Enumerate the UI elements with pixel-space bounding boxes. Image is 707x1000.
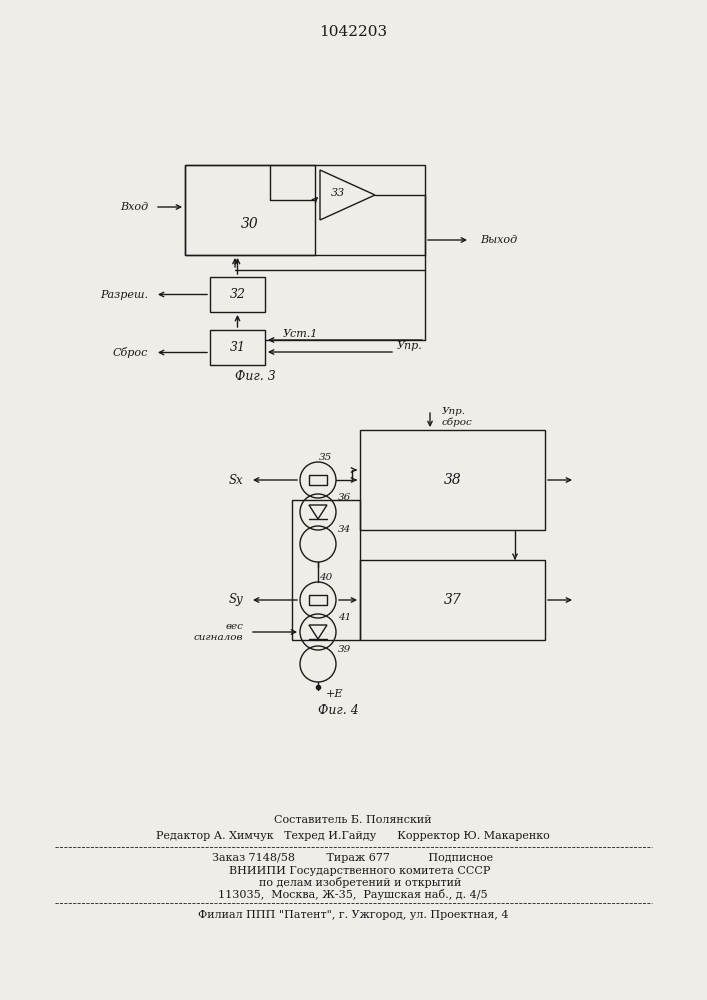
Text: по делам изобретений и открытий: по делам изобретений и открытий: [245, 878, 461, 888]
Text: Упр.
сброс: Упр. сброс: [442, 407, 473, 427]
Text: 36: 36: [338, 493, 351, 502]
Text: 35: 35: [319, 454, 332, 462]
Bar: [185, 165, 425, 255]
Text: 41: 41: [338, 613, 351, 622]
Text: 32: 32: [230, 288, 245, 301]
Bar: [292, 500, 360, 640]
Text: 30: 30: [241, 217, 259, 231]
Bar: [360, 430, 545, 530]
Text: Заказ 7148/58         Тираж 677           Подписное: Заказ 7148/58 Тираж 677 Подписное: [212, 853, 493, 863]
Text: Составитель Б. Полянский: Составитель Б. Полянский: [274, 815, 432, 825]
Text: Фиг. 4: Фиг. 4: [317, 704, 358, 716]
Bar: [360, 560, 545, 640]
Text: вес
сигналов: вес сигналов: [194, 622, 243, 642]
Text: Сброс: Сброс: [112, 347, 148, 358]
Text: 40: 40: [319, 574, 332, 582]
Text: 33: 33: [331, 188, 345, 198]
Text: Разреш.: Разреш.: [100, 290, 148, 300]
Bar: [210, 277, 265, 312]
Text: ВНИИПИ Государственного комитета СССР: ВНИИПИ Государственного комитета СССР: [216, 866, 491, 876]
Text: Sx: Sx: [228, 474, 243, 487]
Bar: [185, 165, 315, 255]
Text: Филиал ППП "Патент", г. Ужгород, ул. Проектная, 4: Филиал ППП "Патент", г. Ужгород, ул. Про…: [198, 910, 508, 920]
Text: 31: 31: [230, 341, 245, 354]
Text: 113035,  Москва, Ж-35,  Раушская наб., д. 4/5: 113035, Москва, Ж-35, Раушская наб., д. …: [218, 890, 488, 900]
Text: Фиг. 3: Фиг. 3: [235, 370, 275, 383]
Bar: [309, 595, 327, 605]
Text: 34: 34: [338, 526, 351, 534]
Text: +E: +E: [326, 689, 344, 699]
Text: Редактор А. Химчук   Техред И.Гайду      Корректор Ю. Макаренко: Редактор А. Химчук Техред И.Гайду Коррек…: [156, 831, 550, 841]
Text: 38: 38: [443, 473, 462, 487]
Text: Вход: Вход: [120, 202, 148, 212]
Text: Упр.: Упр.: [397, 341, 423, 351]
Text: Выход: Выход: [480, 235, 517, 245]
Bar: [210, 330, 265, 365]
Text: 39: 39: [338, 646, 351, 654]
Text: Sy: Sy: [228, 593, 243, 606]
Text: Уст.1: Уст.1: [283, 329, 318, 339]
Bar: [309, 475, 327, 485]
Text: 37: 37: [443, 593, 462, 607]
Text: 1042203: 1042203: [319, 25, 387, 39]
